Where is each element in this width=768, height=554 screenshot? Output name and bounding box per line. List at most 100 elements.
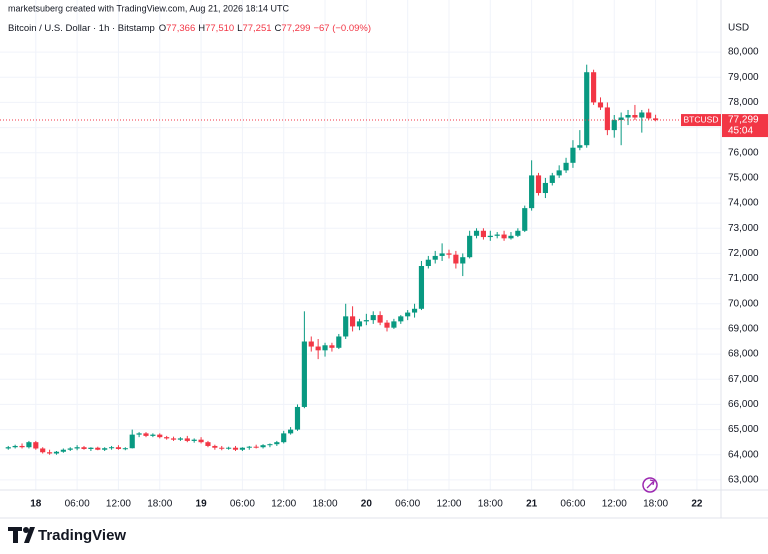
y-tick-label: 67,000: [728, 374, 759, 385]
x-tick-label: 22: [691, 499, 703, 510]
high-label: H: [198, 23, 205, 34]
y-tick-label: 70,000: [728, 298, 759, 309]
candle-body: [391, 321, 397, 328]
candle-body: [460, 257, 466, 264]
candle-body: [150, 434, 156, 436]
x-tick-label: 18:00: [313, 499, 338, 510]
brand-name: TradingView: [38, 527, 126, 544]
x-tick-label: 19: [196, 499, 208, 510]
candle-body: [184, 438, 190, 441]
candle-body: [143, 433, 149, 436]
candle-body: [88, 447, 94, 449]
legend: Bitcoin / U.S. Dollar · 1h · Bitstamp O77…: [8, 23, 371, 34]
candle-body: [19, 445, 25, 448]
symbol-title: Bitcoin / U.S. Dollar · 1h · Bitstamp: [8, 23, 155, 34]
close-label: C: [275, 23, 282, 34]
y-tick-label: 79,000: [728, 72, 759, 83]
candle-body: [370, 315, 376, 321]
candle-body: [556, 170, 562, 176]
price-tag-label: 77,299: [728, 115, 759, 126]
x-tick-label: 12:00: [602, 499, 627, 510]
candle-body: [67, 448, 73, 450]
x-tick-label: 06:00: [65, 499, 90, 510]
low-label: L: [237, 23, 242, 34]
candle-body: [239, 447, 245, 450]
candle-body: [529, 175, 535, 209]
replay-icon: [642, 477, 658, 493]
candle-body: [597, 102, 604, 108]
brand-logo: TradingView: [8, 527, 126, 544]
candle-body: [33, 442, 39, 449]
attribution: marketsuberg created with TradingView.co…: [8, 3, 289, 13]
candle-body: [384, 322, 390, 328]
candle-body: [522, 208, 528, 231]
candle-body: [315, 346, 321, 351]
candle-body: [501, 234, 507, 239]
candle-body: [535, 175, 542, 194]
change-value: −67 (−0.09%): [313, 23, 371, 34]
x-tick-label: 12:00: [271, 499, 296, 510]
x-tick-label: 12:00: [106, 499, 131, 510]
candle-body: [453, 254, 459, 264]
candle-body: [191, 439, 197, 441]
y-tick-label: 76,000: [728, 147, 759, 158]
y-tick-label: 74,000: [728, 198, 759, 209]
candle-body: [425, 259, 431, 267]
candle-body: [164, 437, 170, 439]
candle-body: [253, 446, 259, 448]
candle-body: [122, 448, 128, 450]
x-tick-label: 18:00: [643, 499, 668, 510]
candle-body: [205, 442, 211, 446]
y-tick-label: 75,000: [728, 173, 759, 184]
symbol-tag-label: BTCUSD: [684, 114, 719, 124]
candle-body: [232, 447, 239, 450]
candle-body: [102, 448, 108, 450]
candle-body: [646, 112, 652, 119]
x-tick-label: 18:00: [147, 499, 172, 510]
candle-body: [260, 445, 266, 448]
candle-body: [611, 120, 617, 131]
symbol-tag: [681, 114, 721, 127]
candle-body: [212, 445, 218, 448]
candle-body: [480, 230, 487, 238]
candle-body: [363, 320, 369, 322]
candle-body: [46, 452, 53, 454]
candle-body: [432, 255, 438, 260]
y-tick-label: 72,000: [728, 248, 759, 259]
candle-body: [618, 117, 624, 121]
candle-body: [563, 162, 569, 171]
x-tick-label: 18:00: [478, 499, 503, 510]
candle-body: [5, 447, 11, 449]
y-tick-label: 68,000: [728, 349, 759, 360]
candle-body: [329, 345, 335, 348]
candle-body: [577, 145, 583, 148]
candle-body: [604, 107, 610, 131]
candle-body: [508, 235, 514, 239]
candle-body: [219, 447, 225, 449]
candle-body: [625, 115, 631, 118]
candle-body: [281, 433, 287, 443]
candle-body: [157, 434, 163, 438]
candle-body: [487, 235, 493, 238]
candle-body: [177, 438, 184, 440]
candle-body: [322, 345, 328, 351]
candle-body: [343, 316, 349, 337]
x-tick-label: 06:00: [230, 499, 255, 510]
candle-body: [632, 115, 638, 118]
candle-body: [418, 266, 425, 309]
candle-body: [405, 312, 411, 317]
candle-body: [53, 451, 60, 454]
countdown-label: 45:04: [728, 126, 753, 137]
x-tick-label: 20: [361, 499, 373, 510]
y-tick-label: 80,000: [728, 47, 759, 58]
candle-body: [570, 147, 576, 163]
candle-body: [12, 445, 18, 448]
y-tick-label: 73,000: [728, 223, 759, 234]
grid: [0, 0, 721, 490]
x-tick-label: 06:00: [560, 499, 585, 510]
candle-body: [652, 118, 659, 121]
x-tick-label: 12:00: [436, 499, 461, 510]
x-tick-label: 21: [526, 499, 538, 510]
candle-body: [246, 446, 252, 448]
